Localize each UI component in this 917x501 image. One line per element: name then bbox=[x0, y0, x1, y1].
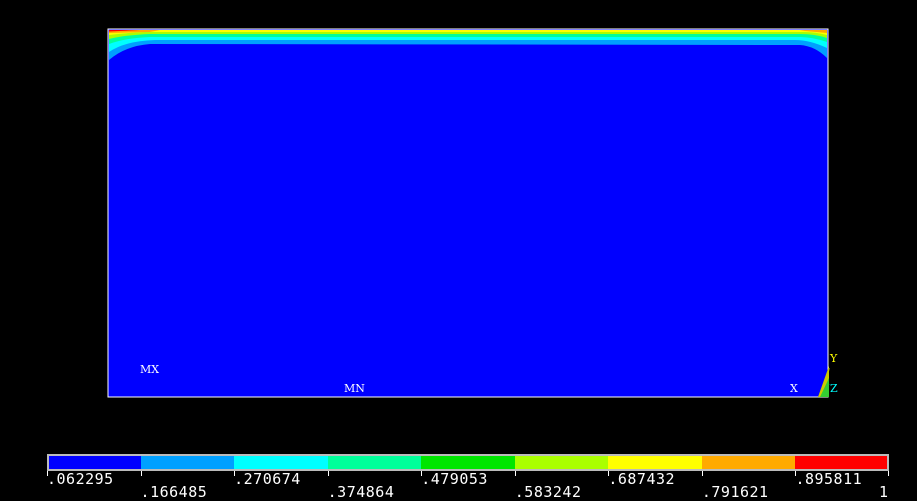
min-marker: MN bbox=[344, 382, 365, 395]
max-marker: MX bbox=[140, 363, 160, 376]
contour-legend-bar bbox=[47, 454, 890, 471]
legend-value-upper: .479053 bbox=[421, 470, 488, 488]
legend-color-box bbox=[140, 454, 235, 471]
contour-band-green bbox=[109, 30, 827, 39]
legend-value-upper: .270674 bbox=[234, 470, 301, 488]
triad-y-label: Y bbox=[830, 352, 838, 365]
legend-value-lower: .374864 bbox=[327, 483, 395, 501]
legend-tick bbox=[140, 471, 142, 476]
legend-color-box bbox=[421, 454, 516, 471]
legend-value-upper: .895811 bbox=[795, 470, 863, 488]
legend-tick bbox=[514, 471, 516, 476]
triad-x-label: X bbox=[790, 382, 798, 395]
legend-value-lower: .166485 bbox=[140, 483, 208, 501]
legend-tick bbox=[608, 471, 610, 476]
legend-value-upper: .687432 bbox=[608, 470, 676, 488]
triad-z-label: Z bbox=[830, 382, 838, 395]
legend-color-box bbox=[795, 454, 890, 471]
legend-color-box bbox=[327, 454, 422, 471]
legend-tick bbox=[888, 471, 889, 476]
legend-value-lower: 1 bbox=[879, 483, 889, 501]
legend-value-lower: .791621 bbox=[701, 483, 769, 501]
legend-tick bbox=[795, 471, 797, 476]
legend-color-box bbox=[514, 454, 609, 471]
legend-color-box bbox=[701, 454, 796, 471]
legend-tick bbox=[47, 471, 48, 476]
legend-color-box bbox=[47, 454, 142, 471]
contour-band-red bbox=[109, 30, 140, 32]
legend-tick bbox=[421, 471, 423, 476]
contour-band-orange-right bbox=[800, 30, 827, 33]
legend-tick bbox=[327, 471, 329, 476]
legend-value-lower: .583242 bbox=[514, 483, 582, 501]
legend-tick bbox=[701, 471, 703, 476]
legend-tick bbox=[234, 471, 236, 476]
model-outline bbox=[107, 28, 829, 398]
legend-color-box bbox=[234, 454, 329, 471]
contour-band-yellow bbox=[109, 30, 827, 35]
legend-value-upper: .062295 bbox=[47, 470, 114, 488]
legend-color-box bbox=[608, 454, 703, 471]
triad-wedge-green bbox=[820, 378, 829, 397]
